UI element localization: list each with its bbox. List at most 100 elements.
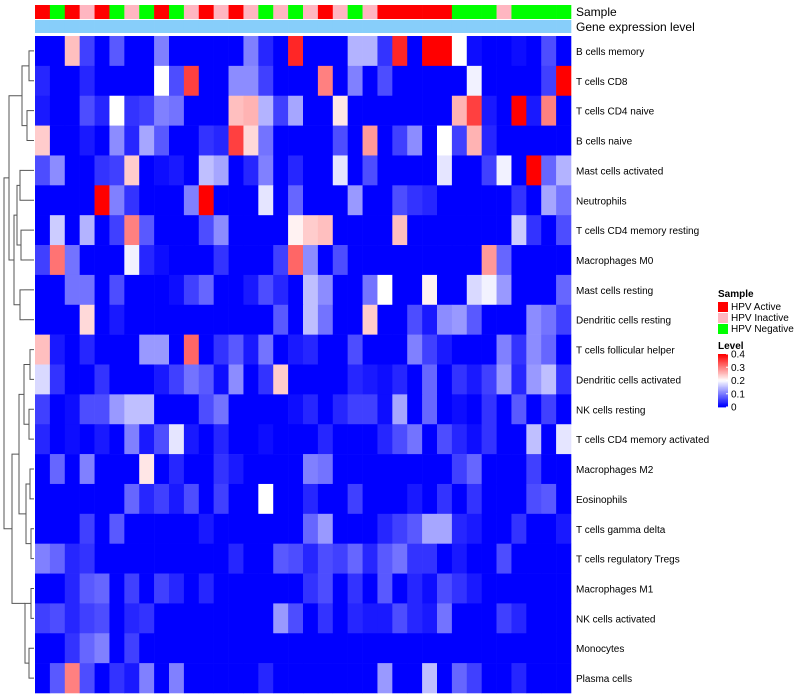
- heatmap-cell: [407, 424, 423, 455]
- heatmap-cell: [258, 215, 274, 246]
- sample-annotation-cell: [407, 5, 423, 19]
- level-legend-gradient-step: [718, 377, 728, 380]
- heatmap-cell: [243, 454, 259, 485]
- heatmap-cell: [169, 334, 185, 365]
- heatmap-cell: [466, 633, 482, 664]
- heatmap-cell: [228, 274, 244, 306]
- heatmap-cell: [228, 304, 244, 335]
- heatmap-cell: [451, 394, 468, 425]
- heatmap-cell: [362, 304, 378, 335]
- heatmap-cell: [109, 65, 125, 97]
- heatmap-cell: [169, 543, 185, 574]
- level-legend-gradient-step: [718, 389, 728, 392]
- heatmap-cell: [332, 125, 348, 156]
- heatmap-cell: [481, 95, 497, 126]
- heatmap-cell: [49, 245, 66, 276]
- heatmap-cell: [139, 454, 155, 485]
- heatmap-cell: [243, 394, 259, 425]
- heatmap-cell: [392, 36, 408, 67]
- heatmap-cell: [496, 454, 512, 485]
- heatmap-cell: [347, 543, 363, 574]
- heatmap-cell: [139, 603, 155, 634]
- gene-expression-annotation-cell: [511, 20, 527, 33]
- row-label: Macrophages M2: [576, 465, 654, 476]
- heatmap-cell: [556, 454, 572, 485]
- heatmap-cell: [526, 633, 542, 664]
- level-legend-gradient-step: [718, 383, 728, 385]
- heatmap-cell: [79, 304, 95, 335]
- heatmap-cell: [422, 65, 438, 97]
- heatmap-cell: [243, 185, 259, 216]
- level-legend-gradient-step: [718, 401, 728, 404]
- heatmap-cell: [303, 633, 319, 664]
- heatmap-cell: [526, 304, 542, 335]
- heatmap-cell: [377, 663, 393, 694]
- heatmap-cell: [288, 424, 304, 455]
- heatmap-cell: [362, 603, 378, 634]
- heatmap-cell: [466, 215, 482, 246]
- heatmap-cell: [422, 245, 438, 276]
- heatmap-cell: [94, 36, 110, 67]
- heatmap-cell: [377, 65, 393, 97]
- heatmap-cell: [466, 304, 482, 335]
- heatmap-cell: [35, 155, 51, 186]
- heatmap-cell: [154, 155, 170, 186]
- heatmap-cell: [213, 513, 229, 544]
- heatmap-cell: [124, 454, 140, 485]
- heatmap-cell: [511, 304, 527, 335]
- heatmap-cell: [79, 424, 95, 455]
- heatmap-cell: [303, 304, 319, 335]
- heatmap-cell: [213, 633, 229, 664]
- heatmap-cell: [228, 663, 244, 694]
- level-legend-gradient-step: [718, 356, 728, 359]
- sample-annotation-cell: [288, 5, 304, 19]
- heatmap-cell: [511, 483, 527, 515]
- gene-expression-annotation-cell: [317, 20, 334, 33]
- heatmap-cell: [392, 454, 408, 485]
- heatmap-cell: [213, 36, 229, 67]
- heatmap-cell: [258, 95, 274, 126]
- heatmap-cell: [288, 454, 304, 485]
- heatmap-cell: [392, 95, 408, 126]
- heatmap-cell: [183, 394, 200, 425]
- heatmap-cell: [258, 65, 274, 97]
- heatmap-cell: [317, 245, 334, 276]
- heatmap-cell: [437, 513, 453, 544]
- heatmap-cell: [169, 125, 185, 156]
- heatmap-cell: [169, 65, 185, 97]
- gene-expression-annotation-cell: [541, 20, 557, 33]
- heatmap-cell: [35, 454, 51, 485]
- heatmap-cell: [154, 394, 170, 425]
- heatmap-cell: [303, 65, 319, 97]
- heatmap-cell: [243, 95, 259, 126]
- heatmap-cell: [541, 573, 557, 604]
- heatmap-cell: [139, 633, 155, 664]
- heatmap-cell: [288, 304, 304, 335]
- heatmap-cell: [213, 215, 229, 246]
- heatmap-cell: [496, 65, 512, 97]
- heatmap-cell: [303, 394, 319, 425]
- heatmap-cell: [198, 543, 214, 574]
- heatmap-cell: [407, 454, 423, 485]
- heatmap-cell: [526, 334, 542, 365]
- heatmap-cell: [303, 454, 319, 485]
- heatmap-cell: [526, 95, 542, 126]
- heatmap-cell: [317, 663, 334, 694]
- level-legend-tick-label: 0.1: [731, 389, 745, 400]
- heatmap-cell: [303, 245, 319, 276]
- heatmap-cell: [273, 304, 289, 335]
- heatmap-cell: [35, 513, 51, 544]
- heatmap-cell: [94, 274, 110, 306]
- heatmap-cell: [169, 274, 185, 306]
- heatmap-cell: [526, 245, 542, 276]
- heatmap-cell: [273, 394, 289, 425]
- level-legend-gradient-step: [718, 392, 728, 395]
- heatmap-cell: [49, 215, 66, 246]
- level-legend-gradient-step: [718, 397, 728, 400]
- heatmap-cell: [228, 185, 244, 216]
- heatmap-cell: [169, 483, 185, 515]
- heatmap-cell: [451, 274, 468, 306]
- heatmap-cell: [243, 633, 259, 664]
- heatmap-cell: [362, 483, 378, 515]
